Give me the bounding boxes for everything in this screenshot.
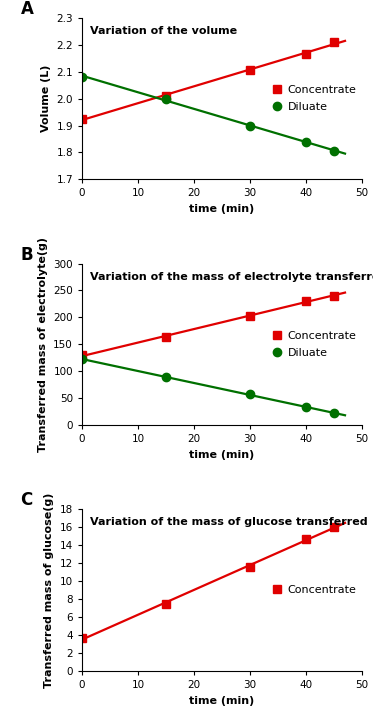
Concentrate xyxy=(248,562,252,571)
Concentrate xyxy=(304,50,308,58)
Line: Concentrate: Concentrate xyxy=(78,292,338,359)
Diluate xyxy=(332,409,336,417)
Concentrate xyxy=(304,297,308,305)
Diluate xyxy=(80,355,84,364)
Diluate xyxy=(332,147,336,155)
Line: Concentrate: Concentrate xyxy=(78,38,338,123)
Y-axis label: Volume (L): Volume (L) xyxy=(41,65,51,132)
Line: Diluate: Diluate xyxy=(78,73,338,155)
Concentrate xyxy=(248,66,252,75)
Concentrate xyxy=(80,633,84,642)
Concentrate xyxy=(332,292,336,300)
X-axis label: time (min): time (min) xyxy=(189,696,254,706)
Concentrate xyxy=(332,523,336,532)
Concentrate xyxy=(164,92,168,100)
Concentrate xyxy=(332,38,336,46)
Concentrate xyxy=(248,312,252,320)
Text: B: B xyxy=(21,246,33,263)
Diluate xyxy=(164,373,168,381)
Line: Concentrate: Concentrate xyxy=(78,523,338,642)
Legend: Concentrate: Concentrate xyxy=(272,585,356,595)
Y-axis label: Transferred mass of electrolyte(g): Transferred mass of electrolyte(g) xyxy=(38,237,48,452)
Diluate xyxy=(164,94,168,103)
Diluate xyxy=(80,72,84,81)
Concentrate xyxy=(164,600,168,608)
Concentrate xyxy=(304,535,308,543)
Text: Variation of the mass of glucose transferred: Variation of the mass of glucose transfe… xyxy=(90,518,368,528)
Legend: Concentrate, Diluate: Concentrate, Diluate xyxy=(272,85,356,112)
Concentrate xyxy=(80,351,84,359)
Text: Variation of the volume: Variation of the volume xyxy=(90,26,238,36)
Y-axis label: Transferred mass of glucose(g): Transferred mass of glucose(g) xyxy=(44,493,54,688)
X-axis label: time (min): time (min) xyxy=(189,204,254,214)
Text: Variation of the mass of electrolyte transferred: Variation of the mass of electrolyte tra… xyxy=(90,272,373,282)
Diluate xyxy=(248,121,252,130)
Concentrate xyxy=(164,333,168,342)
X-axis label: time (min): time (min) xyxy=(189,449,254,460)
Text: A: A xyxy=(21,0,34,18)
Diluate xyxy=(304,138,308,146)
Diluate xyxy=(304,403,308,411)
Concentrate xyxy=(80,114,84,123)
Text: C: C xyxy=(21,491,33,509)
Diluate xyxy=(248,391,252,399)
Legend: Concentrate, Diluate: Concentrate, Diluate xyxy=(272,331,356,358)
Line: Diluate: Diluate xyxy=(78,355,338,417)
